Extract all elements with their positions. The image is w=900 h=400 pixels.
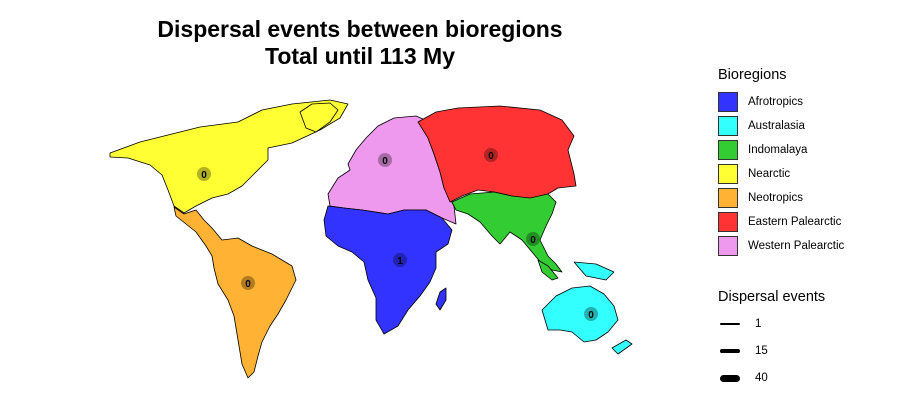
legend-label: Afrotropics <box>748 96 803 108</box>
marker-australasia: 0 <box>584 307 598 321</box>
legend-item-nearctic: Nearctic <box>718 163 790 185</box>
legend-item-eastern-palearctic: Eastern Palearctic <box>718 211 841 233</box>
dispersal-legend-item: 1 <box>720 317 761 331</box>
marker-label-neotropics: 0 <box>245 279 251 290</box>
legend-swatch <box>718 116 738 136</box>
legend-swatch <box>718 236 738 256</box>
marker-label-indomalaya: 0 <box>530 235 536 246</box>
marker-nearctic: 0 <box>197 167 211 181</box>
legend-label: Nearctic <box>748 168 791 180</box>
marker-label-nearctic: 0 <box>201 170 207 181</box>
dispersal-legend-label: 1 <box>755 318 762 330</box>
marker-indomalaya: 0 <box>526 232 540 246</box>
legend-item-western-palearctic: Western Palearctic <box>718 235 844 257</box>
legend-title-bioregions: Bioregions <box>718 67 787 83</box>
legend-swatch <box>718 92 738 112</box>
legend-swatch <box>718 164 738 184</box>
marker-western-palearctic: 0 <box>378 153 392 167</box>
region-afrotropics-madagascar <box>435 287 447 311</box>
region-nearctic <box>109 99 349 214</box>
marker-label-western-palearctic: 0 <box>382 156 388 167</box>
dispersal-legend-item: 15 <box>720 344 768 358</box>
dispersal-line-sample <box>720 349 740 353</box>
legend-item-australasia: Australasia <box>718 115 805 137</box>
dispersal-legend-label: 15 <box>755 345 768 357</box>
legend-item-neotropics: Neotropics <box>718 187 803 209</box>
region-australasia-newguinea <box>573 261 615 281</box>
dispersal-legend-label: 40 <box>755 372 768 384</box>
marker-afrotropics: 1 <box>393 253 407 267</box>
legend-label: Australasia <box>748 120 805 132</box>
legend-swatch <box>718 140 738 160</box>
legend-label: Western Palearctic <box>748 240 845 252</box>
region-western-palearctic <box>327 115 457 225</box>
legend-swatch <box>718 212 738 232</box>
legend-swatch <box>718 188 738 208</box>
dispersal-line-sample <box>720 322 740 326</box>
dispersal-legend-item: 40 <box>720 371 768 385</box>
marker-label-afrotropics: 1 <box>397 256 403 267</box>
region-indomalaya <box>451 191 563 273</box>
legend-title-dispersal: Dispersal events <box>718 289 826 305</box>
legend-label: Eastern Palearctic <box>748 216 842 228</box>
region-indomalaya-sumatra <box>537 259 559 281</box>
marker-label-eastern-palearctic: 0 <box>488 151 494 162</box>
region-afrotropics <box>323 205 453 335</box>
region-australasia <box>541 285 619 343</box>
map-title-line1: Dispersal events between bioregions <box>157 16 563 42</box>
legend-item-afrotropics: Afrotropics <box>718 91 803 113</box>
marker-label-australasia: 0 <box>588 310 594 321</box>
region-neotropics <box>173 206 297 379</box>
region-australasia-newzealand <box>611 339 633 355</box>
map-title-line2: Total until 113 My <box>265 43 455 69</box>
marker-eastern-palearctic: 0 <box>484 148 498 162</box>
legend-item-indomalaya: Indomalaya <box>718 139 807 161</box>
marker-neotropics: 0 <box>241 276 255 290</box>
dispersal-line-sample <box>720 374 740 382</box>
legend-label: Indomalaya <box>748 144 808 156</box>
region-nearctic-greenland <box>299 102 339 133</box>
legend-label: Neotropics <box>748 192 803 204</box>
